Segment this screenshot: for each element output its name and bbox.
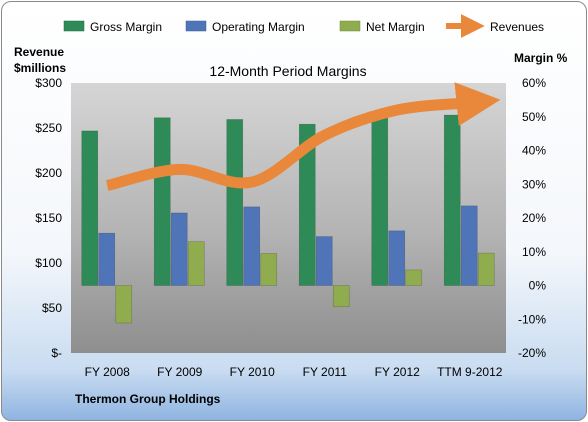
legend-swatch-operating-margin	[185, 20, 207, 32]
x-tick-label: FY 2008	[85, 365, 130, 379]
bar-operating-margin-0	[98, 232, 116, 286]
right-tick-label: 50%	[522, 110, 546, 124]
right-axis-label: Margin %	[514, 51, 568, 65]
revenues-line	[105, 82, 501, 191]
legend: Gross Margin Operating Margin Net Margin…	[63, 14, 544, 38]
right-tick-label: 60%	[522, 76, 546, 90]
right-tick-label: 30%	[522, 177, 546, 191]
legend-label-net-margin: Net Margin	[366, 20, 425, 34]
bar-net-margin-2	[260, 253, 278, 286]
bar-gross-margin-4	[371, 117, 389, 286]
legend-label-gross-margin: Gross Margin	[90, 20, 162, 34]
bar-operating-margin-3	[315, 236, 333, 286]
left-tick-label: $50	[42, 301, 62, 315]
bar-net-margin-5	[477, 252, 495, 286]
bars-group	[81, 114, 495, 324]
left-tick-label: $150	[35, 211, 62, 225]
right-tick-label: 20%	[522, 211, 546, 225]
footer-company-name: Thermon Group Holdings	[75, 392, 221, 406]
x-tick-label: TTM 9-2012	[437, 365, 503, 379]
bar-gross-margin-5	[443, 114, 461, 286]
bar-net-margin-3	[332, 285, 350, 308]
right-tick-label: 0%	[529, 279, 547, 293]
bar-operating-margin-5	[460, 205, 478, 286]
right-tick-label: 40%	[522, 144, 546, 158]
left-tick-label: $200	[35, 166, 62, 180]
left-axis-ticks: $- $50 $100 $150 $200 $250 $300	[35, 76, 62, 360]
legend-label-revenues: Revenues	[490, 20, 544, 34]
legend-label-operating-margin: Operating Margin	[212, 20, 305, 34]
legend-swatch-gross-margin	[63, 20, 85, 32]
bar-net-margin-0	[115, 285, 133, 324]
right-axis-ticks: -20% -10% 0% 10% 20% 30% 40% 50% 60%	[518, 76, 546, 360]
bar-net-margin-1	[187, 241, 205, 286]
legend-swatch-net-margin	[339, 20, 361, 32]
plot-area	[71, 83, 506, 353]
bar-gross-margin-0	[81, 130, 99, 286]
bar-gross-margin-1	[153, 117, 171, 286]
chart-title: 12-Month Period Margins	[209, 63, 366, 79]
x-tick-label: FY 2009	[157, 365, 202, 379]
left-tick-label: $-	[51, 346, 62, 360]
left-tick-label: $250	[35, 121, 62, 135]
right-tick-label: -10%	[518, 312, 546, 326]
right-tick-label: 10%	[522, 245, 546, 259]
x-tick-label: FY 2010	[230, 365, 275, 379]
left-axis-label-line1: Revenue	[14, 45, 64, 59]
bar-gross-margin-2	[226, 119, 244, 286]
left-tick-label: $100	[35, 256, 62, 270]
x-axis-ticks: FY 2008 FY 2009 FY 2010 FY 2011 FY 2012 TTM 9…	[85, 365, 503, 379]
revenue-series	[105, 82, 501, 191]
x-tick-label: FY 2011	[303, 365, 348, 379]
right-tick-label: -20%	[518, 346, 546, 360]
bar-operating-margin-4	[388, 230, 406, 286]
bar-net-margin-4	[405, 269, 423, 286]
bar-operating-margin-1	[170, 212, 188, 286]
left-tick-label: $300	[35, 76, 62, 90]
bar-operating-margin-2	[243, 206, 261, 286]
x-tick-label: FY 2012	[375, 365, 420, 379]
left-axis-label-line2: $millions	[14, 61, 66, 75]
bar-gross-margin-3	[298, 123, 316, 286]
